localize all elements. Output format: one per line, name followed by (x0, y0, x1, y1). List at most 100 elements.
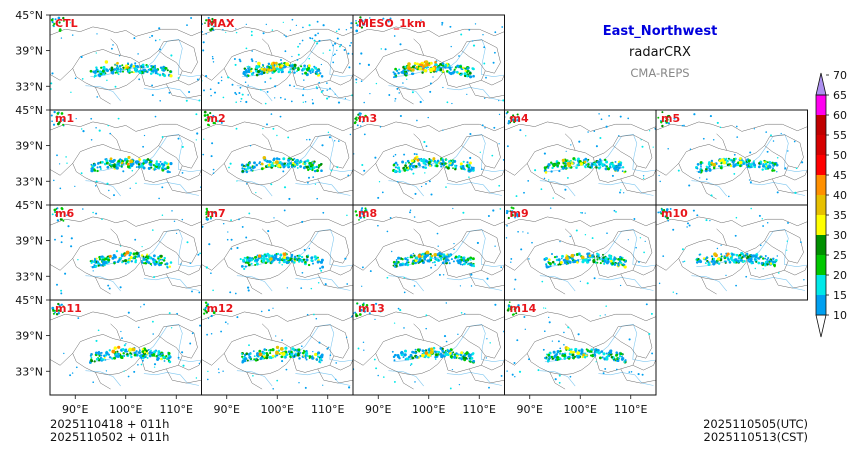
echo-cell (205, 266, 208, 269)
echo-cell (728, 260, 732, 264)
echo-cell (328, 346, 330, 348)
echo-cell (460, 311, 463, 314)
echo-cell (146, 253, 149, 256)
echo-cell (617, 357, 620, 360)
echo-core (258, 352, 263, 357)
echo-cell (250, 58, 253, 61)
echo-cell (386, 230, 389, 233)
echo-cell (262, 32, 265, 35)
echo-core (113, 346, 118, 350)
echo-cell (460, 358, 463, 361)
echo-cell (583, 165, 587, 168)
echo-cell (62, 118, 65, 122)
echo-cell (317, 281, 320, 284)
echo-cell (297, 348, 301, 352)
echo-cell (243, 256, 246, 259)
echo-cell (124, 350, 127, 353)
echo-cell (614, 169, 617, 172)
echo-cell (211, 211, 214, 214)
echo-core (269, 257, 273, 261)
echo-cell (363, 349, 365, 351)
echo-cell (761, 164, 765, 168)
echo-cell (738, 157, 742, 160)
echo-cell (586, 165, 589, 168)
echo-cell (244, 265, 247, 268)
echo-cell (442, 129, 444, 131)
echo-cell (228, 166, 230, 169)
echo-core (429, 61, 433, 65)
echo-cell (409, 255, 413, 259)
echo-cell (96, 33, 98, 35)
echo-cell (64, 272, 67, 275)
echo-cell (787, 221, 789, 224)
echo-cell (161, 186, 164, 189)
boundary-line (158, 134, 198, 169)
echo-cell (272, 260, 274, 263)
echo-cell (312, 161, 315, 165)
boundary-line (178, 264, 202, 276)
echo-cell (414, 192, 417, 195)
echo-cell (672, 228, 675, 231)
echo-cell (451, 160, 454, 163)
echo-cell (217, 82, 220, 84)
echo-cell (377, 374, 379, 377)
echo-cell (575, 166, 578, 169)
river-line (598, 372, 654, 386)
echo-cell (251, 257, 254, 260)
echo-cell (262, 357, 265, 360)
map-panel: MESO_1km (352, 14, 505, 111)
echo-cell (58, 304, 61, 307)
echo-cell (57, 302, 60, 306)
echo-cell (604, 167, 608, 171)
echo-cell (212, 172, 215, 174)
echo-cell (439, 257, 442, 260)
echo-cell (396, 69, 399, 72)
echo-cell (570, 166, 573, 169)
echo-cell (108, 68, 112, 71)
echo-cell (408, 23, 411, 25)
echo-core (567, 163, 572, 168)
echo-cell (160, 261, 163, 265)
echo-cell (675, 292, 678, 295)
echo-cell (291, 18, 294, 21)
echo-cell (296, 166, 299, 169)
echo-cell (181, 145, 184, 148)
echo-cell (261, 259, 265, 263)
echo-cell (327, 131, 330, 134)
echo-cell (141, 348, 144, 351)
echo-cell (732, 260, 736, 264)
echo-cell (330, 169, 333, 172)
echo-core (424, 60, 429, 64)
boundary-line (50, 26, 136, 37)
echo-cell (208, 119, 211, 122)
echo-cell (553, 256, 557, 259)
echo-cell (762, 257, 765, 260)
echo-cell (394, 97, 397, 100)
echo-cell (770, 134, 772, 137)
echo-cell (97, 261, 99, 264)
echo-cell (122, 68, 124, 71)
echo-cell (513, 120, 516, 124)
echo-cell (468, 71, 472, 75)
echo-cell (410, 358, 412, 360)
echo-cell (231, 83, 234, 86)
echo-cell (460, 67, 463, 70)
echo-cell (732, 157, 736, 160)
echo-cell (617, 264, 620, 267)
echo-cell (90, 356, 93, 359)
echo-cell (445, 302, 448, 304)
echo-cell (393, 322, 396, 324)
echo-cell (420, 19, 422, 21)
echo-cell (293, 258, 296, 261)
echo-cell (611, 174, 614, 177)
echo-cell (242, 71, 246, 76)
panel-content (504, 206, 656, 295)
echo-cell (239, 60, 242, 63)
boundary-line (110, 228, 121, 246)
echo-cell (271, 29, 274, 31)
echo-cell (667, 122, 671, 125)
echo-cell (152, 254, 156, 258)
echo-cell (605, 160, 609, 164)
echo-cell (296, 354, 300, 357)
echo-cell (334, 93, 336, 95)
